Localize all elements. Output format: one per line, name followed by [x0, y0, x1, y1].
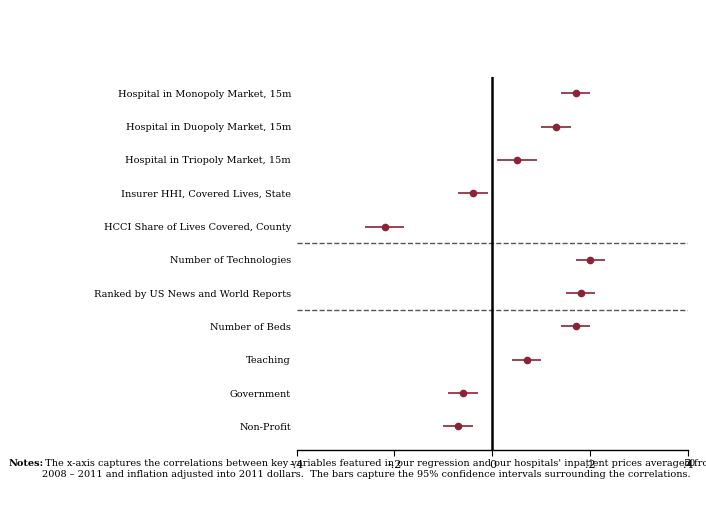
Text: 50: 50 — [683, 459, 695, 468]
Text: Bivariate Correlations: Price and Local and Hospital
Characteristics: Bivariate Correlations: Price and Local … — [8, 12, 537, 52]
Text: Notes:: Notes: — [8, 459, 44, 468]
Text: The x-axis captures the correlations between key variables featured in our regre: The x-axis captures the correlations bet… — [42, 459, 706, 479]
